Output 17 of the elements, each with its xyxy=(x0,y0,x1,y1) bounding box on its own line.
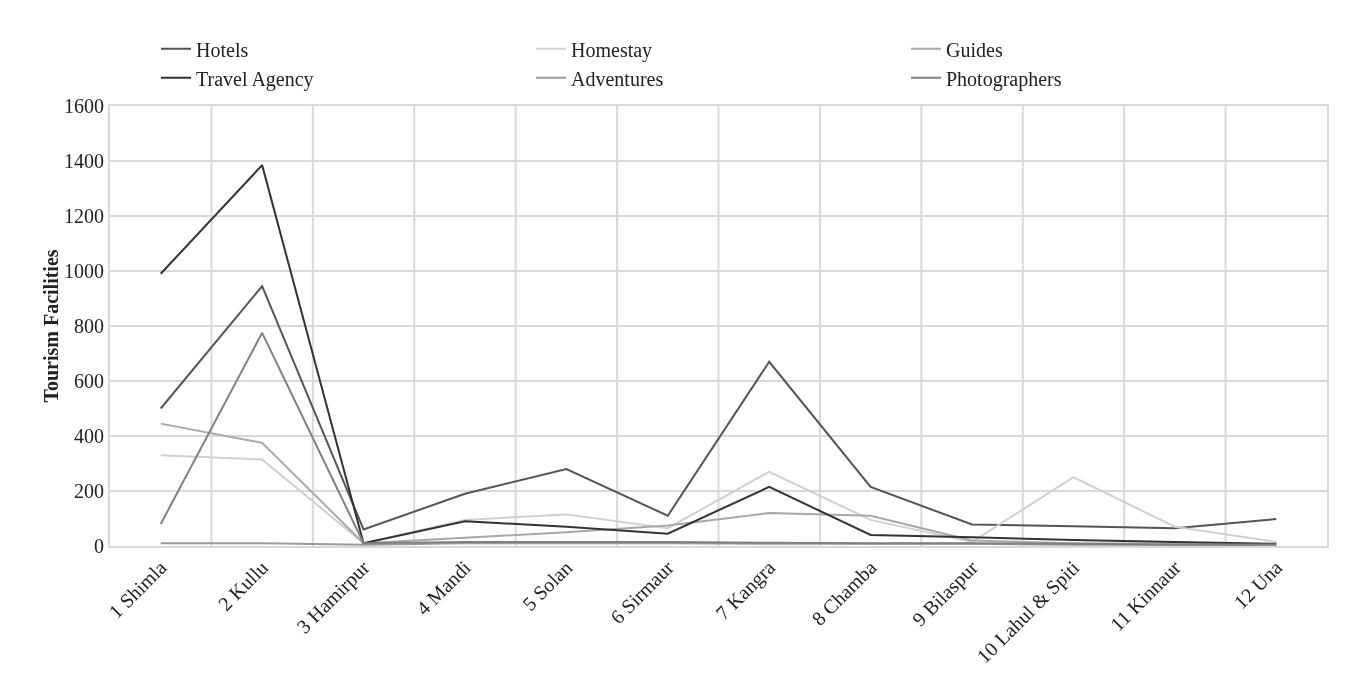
x-tick-label: 12 Una xyxy=(1229,556,1287,614)
legend-label: Photographers xyxy=(946,67,1062,91)
y-tick-label: 800 xyxy=(74,315,104,337)
y-tick-label: 1600 xyxy=(64,95,104,117)
legend-label: Travel Agency xyxy=(196,67,314,91)
y-tick-label: 400 xyxy=(74,425,104,447)
legend-label: Adventures xyxy=(571,67,664,90)
legend-label: Guides xyxy=(946,38,1003,61)
y-tick-label: 1000 xyxy=(64,260,104,282)
legend-label: Hotels xyxy=(196,38,249,61)
y-tick-label: 600 xyxy=(74,370,104,392)
y-axis-title: Tourism Facilities xyxy=(40,249,62,403)
y-tick-label: 1200 xyxy=(64,205,104,227)
y-tick-label: 0 xyxy=(94,535,104,557)
y-tick-label: 200 xyxy=(74,480,104,502)
legend-label: Homestay xyxy=(571,38,653,62)
y-tick-label: 1400 xyxy=(64,150,104,172)
